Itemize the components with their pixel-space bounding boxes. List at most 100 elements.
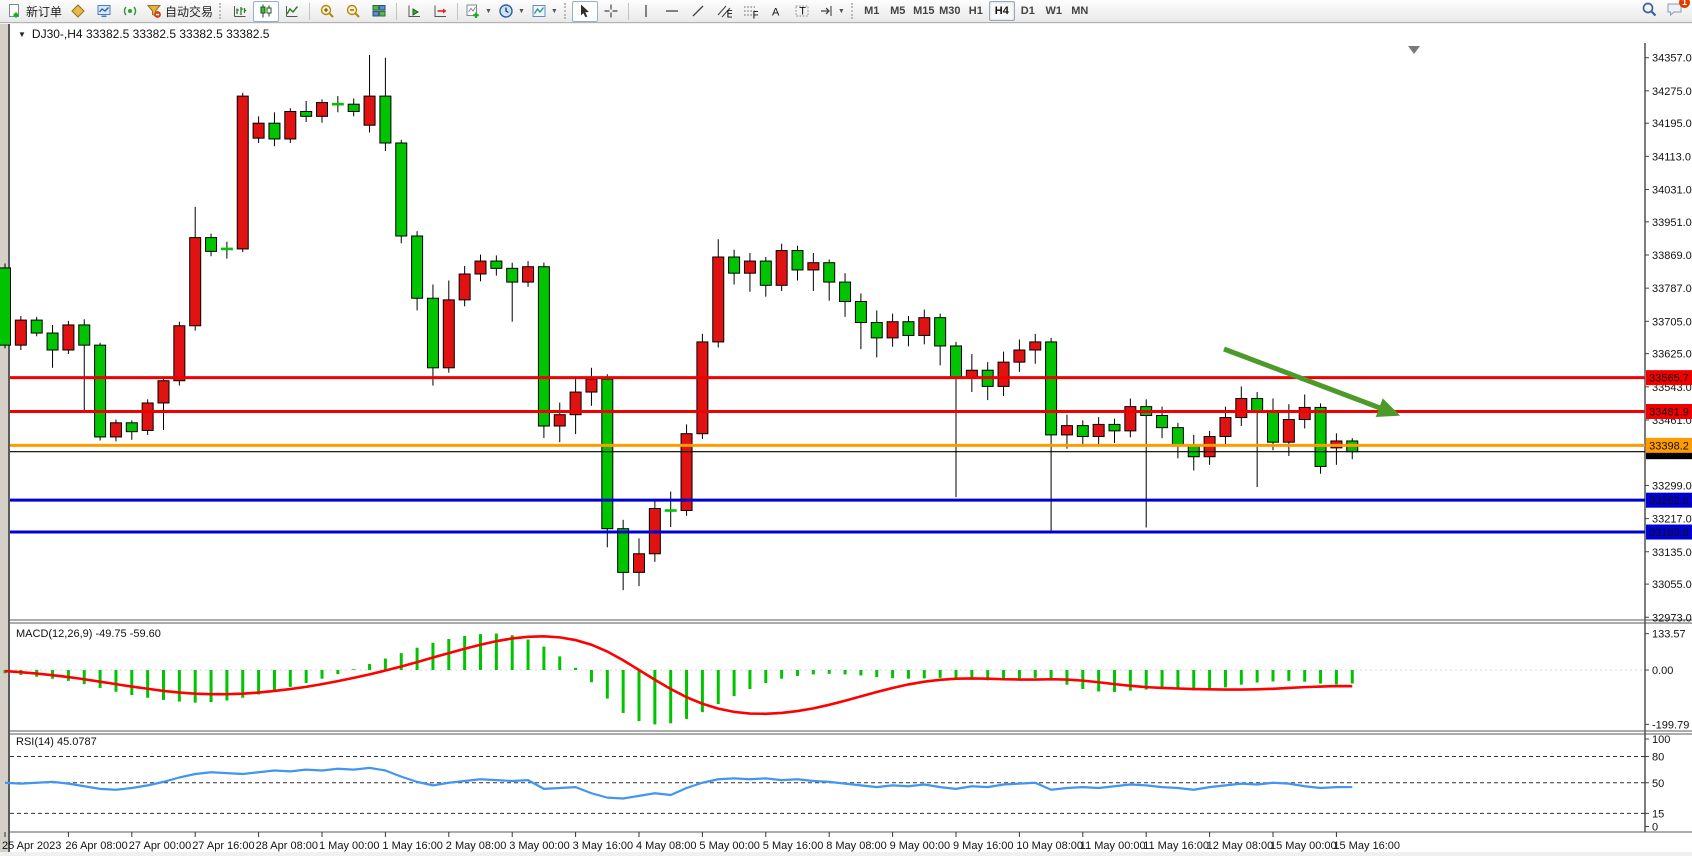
price-tick-label: 34357.0 bbox=[1652, 53, 1692, 65]
chart-symbol-header[interactable]: ▼ DJ30-,H4 33382.5 33382.5 33382.5 33382… bbox=[18, 27, 269, 41]
bear-candle bbox=[728, 256, 741, 274]
indicators-button[interactable]: ▼ bbox=[462, 1, 495, 22]
timeframe-m1[interactable]: M1 bbox=[864, 5, 880, 17]
macd-label: MACD(12,26,9) -49.75 -59.60 bbox=[16, 628, 161, 640]
bear-candle bbox=[1171, 427, 1184, 446]
auto-scroll-icon bbox=[406, 3, 422, 19]
text-tool-button[interactable]: A bbox=[763, 1, 789, 22]
rsi-line bbox=[4, 766, 1353, 800]
zoom-out-button[interactable] bbox=[340, 1, 366, 22]
horizontal-line-tool-button[interactable] bbox=[659, 1, 685, 22]
dropdown-caret-icon[interactable]: ▼ bbox=[485, 7, 492, 15]
templates-button[interactable]: ▼ bbox=[528, 1, 561, 22]
crosshair-tool-button[interactable] bbox=[598, 1, 624, 22]
time-tick-label: 3 May 16:00 bbox=[573, 840, 634, 852]
timeframe-m30[interactable]: M30 bbox=[939, 5, 961, 17]
rsi-tick-label: 100 bbox=[1652, 734, 1670, 746]
bear-candle bbox=[601, 378, 614, 530]
svg-text:F: F bbox=[752, 10, 758, 20]
horizontal-line-icon bbox=[664, 3, 680, 19]
auto-trading-button[interactable]: 自动交易 bbox=[143, 1, 216, 22]
bear-candle bbox=[902, 321, 915, 336]
level-price-tag bbox=[1646, 370, 1692, 386]
timeframe-mn[interactable]: MN bbox=[1071, 5, 1089, 17]
chat-button[interactable]: 1 bbox=[1666, 0, 1690, 21]
timeframe-m5[interactable]: M5 bbox=[890, 5, 906, 17]
bear-candle bbox=[950, 345, 962, 379]
timeframe-h1[interactable]: H1 bbox=[968, 5, 983, 17]
timeframe-w1[interactable]: W1 bbox=[1045, 5, 1063, 17]
symbol-dropdown-icon[interactable]: ▼ bbox=[18, 29, 26, 39]
new-order-button[interactable]: 新订单 bbox=[4, 1, 65, 22]
line-chart-button[interactable] bbox=[279, 1, 305, 22]
bear-candle bbox=[506, 267, 519, 283]
bull-candle bbox=[474, 260, 487, 275]
candlestick-chart-button[interactable] bbox=[253, 0, 280, 22]
bar-chart-button[interactable] bbox=[227, 1, 253, 22]
fibonacci-tool-button[interactable]: F bbox=[737, 1, 763, 22]
rsi-tick-label: 0 bbox=[1652, 822, 1658, 834]
indicators-icon bbox=[465, 3, 481, 19]
new-order-icon bbox=[7, 3, 23, 19]
auto-scroll-button[interactable] bbox=[401, 1, 427, 22]
bear-candle bbox=[1156, 415, 1169, 429]
chart-canvas[interactable]: 34357.0 34275.0 34195.0 34113.0 34031.0 33951… bbox=[0, 24, 1692, 856]
dropdown-caret-icon[interactable]: ▼ bbox=[517, 7, 525, 15]
time-tick-label: 1 May 16:00 bbox=[382, 840, 443, 852]
crosshair-icon bbox=[603, 3, 619, 19]
price-tick-label: 34113.0 bbox=[1652, 151, 1691, 163]
svg-text:A: A bbox=[772, 7, 780, 19]
price-tick-label: 33055.0 bbox=[1652, 579, 1692, 591]
level-price-tag bbox=[1646, 437, 1692, 453]
rsi-label: RSI(14) 45.0787 bbox=[16, 736, 97, 748]
bull-candle bbox=[680, 433, 693, 512]
toolbar-separator bbox=[627, 2, 629, 20]
signals-button[interactable] bbox=[117, 1, 143, 22]
vertical-line-tool-button[interactable] bbox=[633, 1, 659, 22]
bull-candle bbox=[1124, 406, 1137, 432]
bear-candle bbox=[347, 103, 360, 112]
market-depth-button[interactable] bbox=[65, 1, 91, 22]
clock-icon bbox=[498, 3, 514, 19]
line-chart-icon bbox=[284, 3, 300, 19]
price-tick-label: 33787.0 bbox=[1652, 283, 1692, 295]
timeframe-d1[interactable]: D1 bbox=[1020, 5, 1035, 17]
equidistant-channel-tool-button[interactable]: E bbox=[711, 1, 737, 22]
bull-candle bbox=[1013, 349, 1026, 363]
dropdown-caret-icon[interactable]: ▼ bbox=[837, 7, 845, 15]
chart-window bbox=[10, 24, 1692, 852]
dropdown-caret-icon[interactable]: ▼ bbox=[550, 7, 558, 15]
zoom-in-button[interactable] bbox=[314, 1, 340, 22]
time-tick-label: 1 May 00:00 bbox=[319, 840, 380, 852]
search-icon[interactable] bbox=[1641, 1, 1658, 21]
cursor-tool-button[interactable] bbox=[571, 0, 598, 22]
blue-monitor-icon bbox=[96, 3, 112, 19]
price-tick-label: 33217.0 bbox=[1652, 514, 1692, 526]
text-label-tool-button[interactable]: T bbox=[789, 1, 815, 22]
price-tick-label: 33705.0 bbox=[1652, 316, 1692, 328]
macd-signal-line bbox=[4, 634, 1353, 716]
bear-candle bbox=[205, 237, 218, 252]
tile-windows-button[interactable] bbox=[366, 1, 392, 22]
chart-shift-button[interactable] bbox=[427, 1, 453, 22]
timeframe-m15[interactable]: M15 bbox=[913, 5, 935, 17]
bull-candle bbox=[442, 299, 455, 369]
arrows-tool-button[interactable]: ▼ bbox=[815, 1, 848, 22]
main-toolbar: 新订单 自动交易 ▼ ▼ bbox=[0, 0, 1692, 23]
bear-candle bbox=[791, 250, 804, 271]
bar-chart-icon bbox=[232, 3, 248, 19]
bull-candle bbox=[743, 260, 756, 274]
time-tick-label: 2 May 08:00 bbox=[446, 840, 507, 852]
terminal-button[interactable] bbox=[91, 1, 117, 22]
trendline-tool-button[interactable] bbox=[685, 1, 711, 22]
trendline-icon bbox=[690, 3, 706, 19]
tile-windows-icon bbox=[371, 3, 387, 19]
time-tick-label: 11 May 00:00 bbox=[1080, 840, 1146, 852]
template-icon bbox=[531, 3, 547, 19]
bear-candle bbox=[839, 281, 852, 302]
bull-candle bbox=[284, 110, 297, 140]
level-price-tag bbox=[1646, 404, 1692, 420]
periods-button[interactable]: ▼ bbox=[495, 1, 528, 22]
toolbar-separator bbox=[396, 2, 398, 20]
timeframe-h4[interactable]: H4 bbox=[988, 1, 1015, 21]
